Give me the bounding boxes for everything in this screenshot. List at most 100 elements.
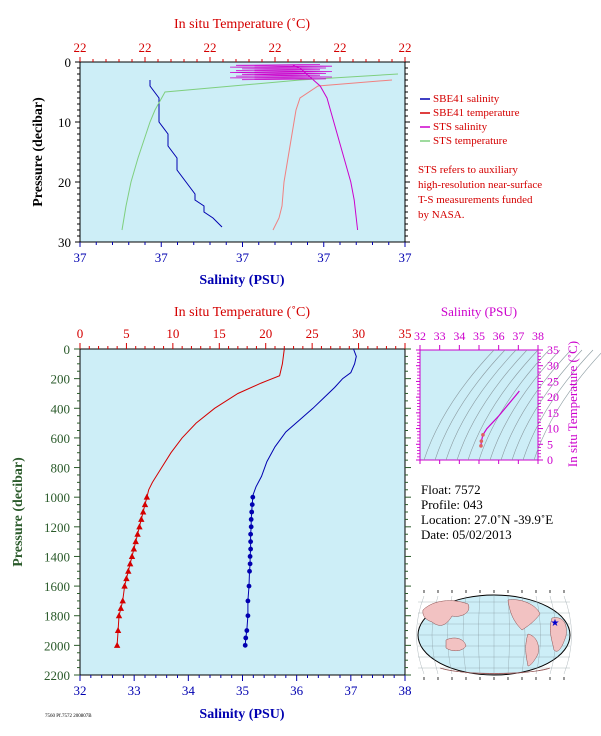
ts-top-tick-label: 37 (512, 329, 524, 343)
main-panel-ticks (74, 343, 411, 681)
main-top-tick-label: 5 (123, 326, 130, 341)
main-top-tick-label: 35 (399, 326, 412, 341)
top-panel-left-tick-labels: 0 10 20 30 (58, 55, 71, 250)
map-meridian (416, 595, 425, 675)
top-series-sts-temperature (121, 73, 399, 231)
main-series-temperature-marker (119, 597, 126, 604)
main-panel-left-tick-labels: 0 200 400 600 800 1000 1200 1400 1600 1800 2000 220… (44, 342, 70, 683)
main-series-temperature-marker (136, 523, 143, 530)
legend: SBE41 salinity SBE41 temperature STS sal… (418, 93, 542, 221)
ts-density-contour (522, 349, 594, 461)
main-bottom-tick-label: 35 (236, 683, 249, 698)
main-bottom-tick-label: 34 (182, 683, 196, 698)
ts-right-tick-label: 5 (547, 437, 553, 451)
bottom-axis-tick-label: 37 (155, 250, 169, 265)
main-series-salinity-line (244, 348, 357, 646)
main-left-tick-label: 1200 (44, 520, 70, 535)
top-panel-series (121, 64, 399, 231)
top-panel-top-axis-title: In situ Temperature (˚C) (174, 17, 310, 32)
main-series-salinity-marker (245, 598, 251, 604)
bottom-axis-tick-label: 37 (236, 250, 250, 265)
ts-panel-top-axis-title: Salinity (PSU) (441, 304, 517, 319)
map-land-antarctica (439, 667, 551, 675)
top-panel-bottom-tick-labels: 37 37 37 37 37 (74, 250, 413, 265)
main-left-tick-label: 200 (51, 372, 71, 387)
ts-right-tick-label: 25 (547, 374, 559, 388)
map-meridian (478, 595, 481, 675)
ts-top-tick-label: 36 (493, 329, 505, 343)
ts-density-contour (445, 349, 517, 461)
main-panel-left-axis-title: Pressure (decibar) (11, 457, 26, 567)
left-axis-tick-label: 0 (65, 55, 72, 70)
legend-note-line-3: T-S measurements funded (418, 194, 533, 206)
legend-label-sbe41-temperature: SBE41 temperature (433, 107, 520, 119)
top-axis-tick-label: 22 (334, 40, 347, 55)
ts-panel-series (479, 390, 520, 448)
main-series-salinity-marker (248, 517, 254, 522)
ts-density-contour (500, 349, 572, 461)
legend-label-sbe41-salinity: SBE41 salinity (433, 93, 500, 105)
left-axis-tick-label: 20 (58, 175, 71, 190)
main-series-temperature-marker (128, 552, 136, 559)
top-axis-tick-label: 22 (204, 40, 217, 55)
ts-series-marker (479, 444, 483, 448)
bottom-axis-tick-label: 37 (317, 250, 331, 265)
main-series-temperature-marker (115, 612, 123, 619)
legend-note-line-4: by NASA. (418, 209, 465, 221)
ts-series-marker (481, 433, 485, 437)
ts-panel-top-tick-labels: 32 33 34 35 36 37 38 (414, 329, 544, 343)
main-left-tick-label: 1800 (44, 609, 70, 624)
main-bottom-tick-label: 37 (344, 683, 358, 698)
main-series-salinity-marker (247, 554, 253, 559)
legend-note-line-1: STS refers to auxiliary (418, 164, 518, 176)
ts-top-tick-label: 33 (434, 329, 446, 343)
top-panel-plot-area (79, 61, 406, 243)
ts-panel: Salinity (PSU) 32 33 34 35 36 37 38 0 510 15 20 25… (414, 304, 601, 467)
main-panel-top-tick-labels: 0 5 10 15 20 25 30 35 (77, 326, 412, 341)
top-panel-ticks (75, 57, 410, 247)
ts-top-tick-label: 35 (473, 329, 485, 343)
main-panel-plot-area (79, 348, 406, 676)
ts-top-tick-label: 32 (414, 329, 426, 343)
main-top-tick-label: 20 (259, 326, 272, 341)
main-left-tick-label: 2200 (44, 668, 70, 683)
top-axis-tick-label: 22 (74, 40, 87, 55)
date: Date: 05/02/2013 (421, 527, 512, 542)
top-series-sbe41-temperature (272, 79, 393, 231)
main-series-temperature-marker (134, 530, 141, 537)
legend-label-sts-salinity: STS salinity (433, 121, 488, 133)
float-id: Float: 7572 (421, 482, 481, 497)
main-panel-top-axis-title: In situ Temperature (˚C) (174, 305, 310, 320)
main-left-tick-label: 400 (51, 401, 71, 416)
ts-top-tick-label: 38 (532, 329, 544, 343)
main-series-salinity-marker (243, 635, 249, 641)
main-series-temperature-marker (130, 545, 138, 552)
ts-density-contour (434, 349, 506, 461)
main-series-salinity-marker (248, 531, 254, 537)
ts-panel-ticks (416, 345, 543, 464)
main-series-temperature-marker (138, 515, 145, 522)
main-series-salinity-marker (242, 642, 248, 648)
bottom-axis-tick-label: 37 (74, 250, 88, 265)
ts-series-marker (479, 439, 484, 443)
map-land-africa (550, 617, 567, 652)
main-series-temperature-marker (113, 641, 121, 648)
ts-top-tick-label: 34 (453, 329, 465, 343)
main-series-salinity-marker (247, 568, 252, 574)
main-series-temperature-marker (132, 538, 139, 545)
main-series-temperature-marker (117, 604, 125, 611)
main-series-salinity-marker (248, 546, 254, 552)
profile-number: Profile: 043 (421, 497, 483, 512)
ts-panel-plot-area (419, 349, 539, 461)
main-series-salinity-marker (244, 628, 250, 633)
main-left-tick-label: 2000 (44, 638, 70, 653)
ts-density-contour (489, 349, 561, 461)
map-land-asia (422, 600, 470, 626)
main-series-salinity-marker (245, 613, 251, 619)
ts-density-contour (456, 349, 528, 461)
map-land-north-america (507, 599, 541, 631)
main-series-temperature-marker (141, 501, 149, 508)
ts-density-contour (467, 349, 539, 461)
main-series-temperature-marker (114, 627, 122, 634)
left-axis-tick-label: 10 (58, 115, 71, 130)
